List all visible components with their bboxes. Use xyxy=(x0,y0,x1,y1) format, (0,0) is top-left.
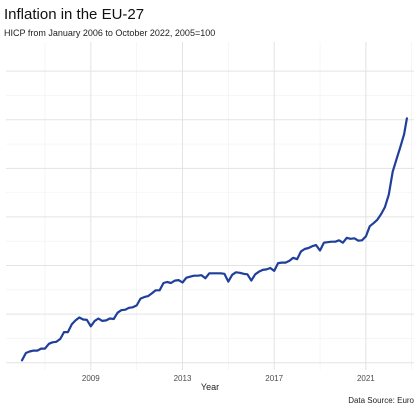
x-tick-label: 2009 xyxy=(82,374,100,383)
plot-panel xyxy=(6,42,414,370)
x-tick-label: 2013 xyxy=(174,374,192,383)
x-tick-labels: 2009 2013 2017 2021 xyxy=(82,374,375,383)
series-layer xyxy=(20,117,408,362)
minor-gridlines xyxy=(6,42,414,370)
chart-subtitle: HICP from January 2006 to October 2022, … xyxy=(4,28,216,38)
major-gridlines xyxy=(6,42,414,370)
x-tick-label: 2017 xyxy=(265,374,283,383)
data-source-caption: Data Source: Euro xyxy=(348,396,414,405)
hicp-series-line xyxy=(20,117,408,362)
chart-title: Inflation in the EU-27 xyxy=(4,6,145,23)
x-axis-title: Year xyxy=(201,382,219,392)
x-tick-label: 2021 xyxy=(357,374,375,383)
